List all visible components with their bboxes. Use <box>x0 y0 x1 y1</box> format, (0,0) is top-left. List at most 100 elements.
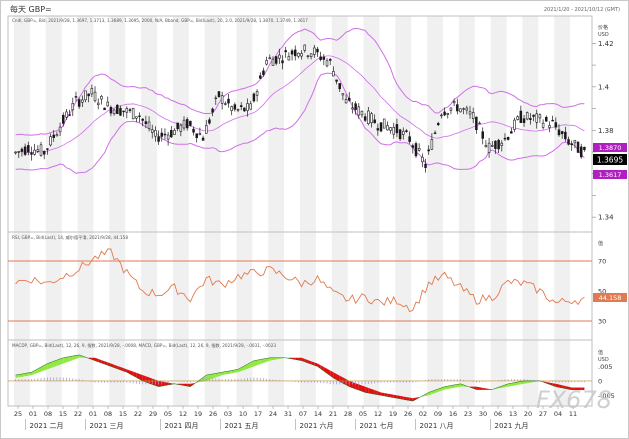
rsi-line <box>15 248 585 313</box>
candle-body <box>227 98 230 104</box>
x-day-label: 21 <box>329 410 337 418</box>
candle-body <box>386 125 389 131</box>
macd-positive-area <box>31 370 35 376</box>
stripe <box>363 16 380 406</box>
candle-body <box>71 103 75 111</box>
candle <box>519 105 523 124</box>
candle <box>157 130 160 146</box>
macd-positive-area <box>425 392 429 396</box>
price-tick-label: 1.34 <box>598 214 614 222</box>
candle-body <box>427 149 430 152</box>
candle-body <box>138 115 141 117</box>
candle <box>462 107 465 115</box>
candle <box>135 116 138 123</box>
candle <box>557 124 561 137</box>
candle-body <box>373 119 376 124</box>
candle <box>217 91 221 99</box>
candle-body <box>411 145 415 148</box>
macd-negative-area <box>581 387 585 390</box>
x-day-label: 28 <box>344 410 352 418</box>
candle-body <box>176 122 179 130</box>
macd-positive-area <box>238 367 242 373</box>
macd-negative-area <box>190 383 194 387</box>
watermark: FX678 <box>536 386 612 414</box>
macd-positive-area <box>63 357 67 364</box>
candle-body <box>55 134 59 137</box>
macd-positive-area <box>41 365 45 372</box>
candle-body <box>379 122 383 132</box>
candle <box>243 107 246 112</box>
x-month-label: 2021 三月 <box>90 422 124 430</box>
macd-negative-area <box>555 383 559 388</box>
candle <box>119 105 122 116</box>
candle <box>52 130 55 142</box>
candle-body <box>462 108 465 110</box>
macd-line <box>15 354 585 402</box>
candle <box>525 111 529 121</box>
candle-body <box>125 108 129 113</box>
candle <box>363 113 367 122</box>
candle <box>103 107 106 111</box>
x-day-label: 29 <box>149 410 157 418</box>
macd-positive-area <box>530 380 534 383</box>
candle-body <box>541 122 545 128</box>
candle <box>341 93 345 101</box>
macd-negative-area <box>361 385 366 393</box>
macd-negative-area <box>164 382 169 386</box>
stripe <box>522 16 539 406</box>
candle <box>421 153 424 168</box>
macd-positive-area <box>79 354 83 358</box>
candle-body <box>233 104 237 110</box>
candle-body <box>503 137 507 140</box>
candle <box>357 103 361 119</box>
candle <box>551 115 554 122</box>
background-stripes <box>14 16 571 406</box>
candle-body <box>449 107 453 111</box>
macd-positive-area <box>53 360 57 368</box>
macd-negative-area <box>352 382 356 389</box>
candle-body <box>338 83 341 90</box>
candle <box>68 109 71 116</box>
candle <box>538 113 542 123</box>
candle-body <box>39 144 43 156</box>
macd-negative-area <box>136 372 140 380</box>
candle <box>230 105 233 116</box>
candle <box>306 54 310 59</box>
candle-body <box>475 116 478 131</box>
macd-positive-area <box>228 370 232 374</box>
candle-body <box>328 58 332 61</box>
candle-body <box>252 93 256 102</box>
candle-body <box>42 151 46 155</box>
macd-positive-area <box>69 356 73 362</box>
price-panel-title: 每天 GBP= <box>10 4 52 14</box>
macd-negative-area <box>377 391 382 396</box>
candle-body <box>332 71 335 77</box>
x-day-label: 26 <box>209 410 217 418</box>
macd-negative-area <box>558 384 563 388</box>
macd-negative-area <box>384 393 388 397</box>
candle-body <box>583 146 586 151</box>
candle <box>516 115 519 121</box>
candle <box>246 98 249 117</box>
candle-body <box>459 108 462 113</box>
candle-body <box>433 132 437 134</box>
candle <box>128 107 132 113</box>
macd-positive-area <box>276 357 280 360</box>
candle <box>176 122 179 132</box>
candle-body <box>506 137 510 140</box>
macd-positive-area <box>203 375 207 382</box>
candle-body <box>14 151 17 154</box>
macd-negative-area <box>158 380 162 387</box>
candle-body <box>189 120 192 126</box>
candle-body <box>192 128 195 133</box>
candle-body <box>230 106 233 111</box>
x-day-label: 24 <box>269 410 277 418</box>
candle <box>55 131 59 137</box>
rsi-tick-label: 30 <box>598 318 606 326</box>
macd-negative-area <box>479 387 483 390</box>
candle <box>395 118 399 138</box>
candle-body <box>532 114 535 117</box>
macd-positive-area <box>260 358 264 365</box>
macd-negative-area <box>400 395 404 400</box>
candle <box>36 145 40 154</box>
